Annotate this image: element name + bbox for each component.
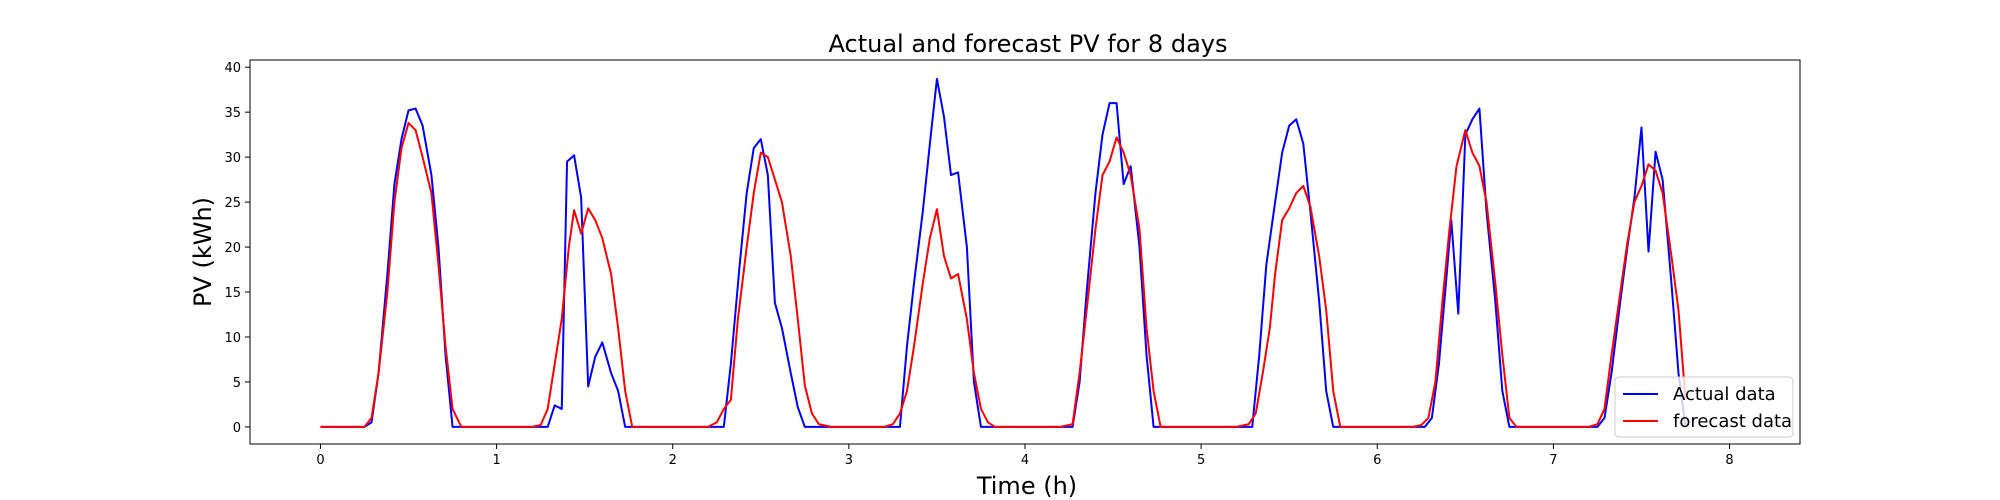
x-tick-label: 2 <box>669 453 677 468</box>
legend: Actual data forecast data <box>1614 376 1794 438</box>
chart-title: Actual and forecast PV for 8 days <box>829 30 1228 58</box>
x-tick-label: 3 <box>845 453 853 468</box>
y-tick-label: 0 <box>233 421 241 436</box>
legend-label: forecast data <box>1673 411 1792 432</box>
plot-lines <box>320 77 1687 428</box>
y-tick-label: 15 <box>224 286 241 301</box>
legend-label: Actual data <box>1673 384 1776 405</box>
x-tick-label: 4 <box>1021 453 1029 468</box>
y-axis: 0 5 10 15 20 25 30 35 40 <box>224 61 250 436</box>
y-tick-label: 5 <box>233 376 241 391</box>
y-axis-label: PV (kWh) <box>189 197 217 307</box>
series-line-actual-data <box>320 77 1687 428</box>
y-tick-label: 20 <box>224 241 241 256</box>
y-tick-label: 40 <box>224 61 241 76</box>
x-axis-label: Time (h) <box>976 472 1077 500</box>
plot-frame <box>249 59 1801 445</box>
x-tick-label: 8 <box>1725 453 1733 468</box>
x-tick-label: 5 <box>1197 453 1205 468</box>
x-tick-label: 1 <box>492 453 500 468</box>
y-tick-label: 10 <box>224 331 241 346</box>
legend-box <box>1614 376 1794 438</box>
y-tick-label: 35 <box>224 106 241 121</box>
x-tick-label: 0 <box>316 453 324 468</box>
x-axis: 0 1 2 3 4 5 6 7 8 <box>316 444 1734 468</box>
series-line-forecast-data <box>320 121 1687 428</box>
y-tick-label: 25 <box>224 196 241 211</box>
x-tick-label: 7 <box>1549 453 1557 468</box>
x-tick-label: 6 <box>1373 453 1381 468</box>
y-tick-label: 30 <box>224 151 241 166</box>
